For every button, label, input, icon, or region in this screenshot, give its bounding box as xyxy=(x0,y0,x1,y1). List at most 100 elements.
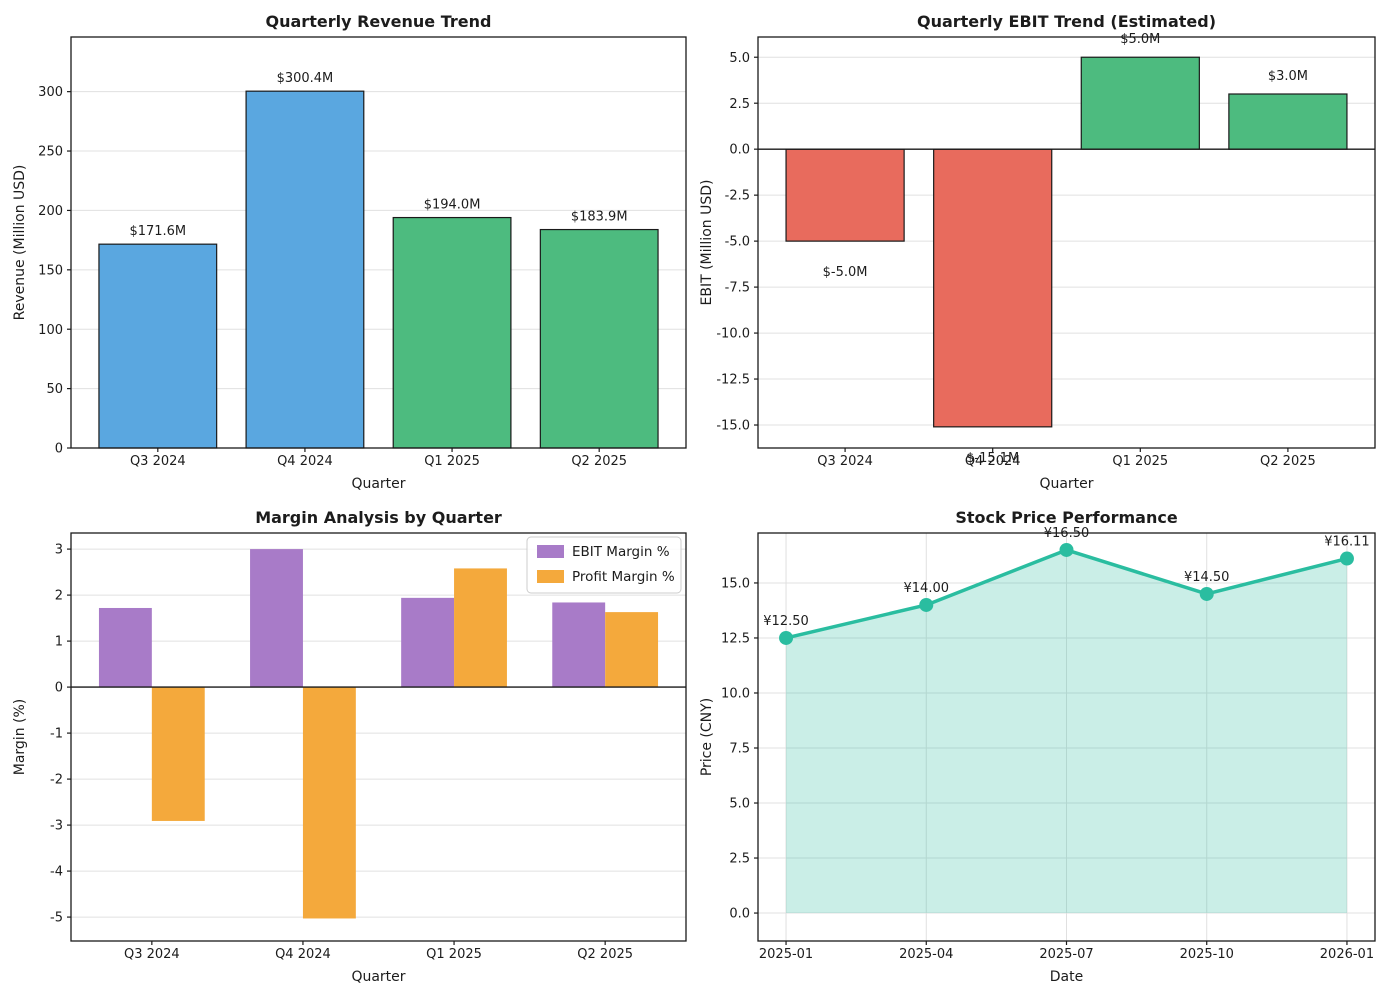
value-label: $-5.0M xyxy=(823,265,868,280)
bar-profit-margin xyxy=(605,612,659,688)
y-tick-label: -3 xyxy=(50,819,63,834)
x-tick-label: Q2 2025 xyxy=(577,947,633,962)
bar-ebit-margin xyxy=(250,549,303,688)
y-axis-label: Margin (%) xyxy=(12,699,28,776)
y-tick-label: 0.0 xyxy=(729,143,750,158)
data-point-marker xyxy=(779,630,794,645)
x-tick-label: 2025-01 xyxy=(759,947,813,962)
value-label: $-15.1M xyxy=(966,451,1019,466)
bar-ebit-margin xyxy=(401,597,455,688)
x-axis-label: Date xyxy=(1050,969,1083,985)
y-tick-label: 10.0 xyxy=(721,687,750,702)
value-label: ¥16.11 xyxy=(1324,535,1370,550)
chart-title: Margin Analysis by Quarter xyxy=(255,508,502,527)
x-tick-label: 2025-04 xyxy=(899,947,953,962)
chart-title: Stock Price Performance xyxy=(955,508,1178,527)
value-label: $3.0M xyxy=(1268,69,1308,84)
y-tick-label: 100 xyxy=(38,323,63,338)
y-axis-label: Price (CNY) xyxy=(699,698,715,776)
value-label: $171.6M xyxy=(129,224,186,239)
y-tick-label: -4 xyxy=(50,865,63,880)
y-tick-label: 2 xyxy=(55,589,63,604)
bar-profit-margin xyxy=(454,568,507,688)
y-tick-label: -5.0 xyxy=(725,235,750,250)
value-label: ¥16.50 xyxy=(1044,526,1090,541)
value-label: ¥12.50 xyxy=(763,614,809,629)
bar xyxy=(1080,56,1200,150)
y-tick-label: 0.0 xyxy=(729,907,750,922)
y-tick-label: 300 xyxy=(38,85,63,100)
x-tick-label: 2025-10 xyxy=(1180,947,1234,962)
bar xyxy=(933,148,1053,428)
y-tick-label: 15.0 xyxy=(721,577,750,592)
y-tick-label: -12.5 xyxy=(716,373,750,388)
legend-box xyxy=(526,536,682,594)
x-tick-label: Q2 2025 xyxy=(571,454,627,469)
bar-profit-margin xyxy=(302,687,356,919)
y-tick-label: -10.0 xyxy=(716,327,750,342)
y-axis-label: Revenue (Million USD) xyxy=(12,165,28,321)
value-label: ¥14.50 xyxy=(1184,570,1230,585)
x-axis-label: Quarter xyxy=(351,969,405,985)
axes-border xyxy=(757,36,1376,449)
chart-title: Quarterly EBIT Trend (Estimated) xyxy=(917,12,1216,31)
x-tick-label: Q3 2024 xyxy=(130,454,186,469)
y-tick-label: 200 xyxy=(38,204,63,219)
x-tick-label: Q1 2025 xyxy=(424,454,480,469)
y-axis-label: EBIT (Million USD) xyxy=(699,180,715,306)
bar xyxy=(539,228,659,449)
y-tick-label: -15.0 xyxy=(716,419,750,434)
y-tick-label: 0 xyxy=(55,442,63,457)
y-tick-label: 2.5 xyxy=(729,852,750,867)
bar xyxy=(392,216,512,449)
y-tick-label: 150 xyxy=(38,263,63,278)
value-label: $183.9M xyxy=(571,210,628,225)
data-point-marker xyxy=(1199,586,1214,601)
bar xyxy=(1228,93,1348,150)
bar xyxy=(98,243,218,449)
bar xyxy=(245,90,365,449)
legend-swatch xyxy=(537,545,564,558)
x-tick-label: Q4 2024 xyxy=(965,454,1021,469)
axes-border xyxy=(70,532,687,942)
data-point-marker xyxy=(1059,542,1074,557)
y-tick-label: -2 xyxy=(50,773,63,788)
y-tick-label: 5.0 xyxy=(729,51,750,66)
y-tick-label: 7.5 xyxy=(729,742,750,757)
area-fill xyxy=(786,549,1347,914)
x-tick-label: Q3 2024 xyxy=(124,947,180,962)
axes-border xyxy=(70,36,687,449)
legend-label: EBIT Margin % xyxy=(572,544,670,560)
y-tick-label: 2.5 xyxy=(729,97,750,112)
value-label: $5.0M xyxy=(1120,32,1160,47)
data-point-marker xyxy=(919,597,934,612)
x-tick-label: Q4 2024 xyxy=(275,947,331,962)
chart-title: Quarterly Revenue Trend xyxy=(266,12,492,31)
y-tick-label: 1 xyxy=(55,635,63,650)
x-axis-label: Quarter xyxy=(351,476,405,492)
x-tick-label: Q3 2024 xyxy=(817,454,873,469)
y-tick-label: 250 xyxy=(38,145,63,160)
x-tick-label: 2025-07 xyxy=(1039,947,1093,962)
x-tick-label: 2026-01 xyxy=(1320,947,1374,962)
y-tick-label: -7.5 xyxy=(725,281,750,296)
x-axis-label: Quarter xyxy=(1039,476,1093,492)
bar xyxy=(785,148,905,242)
y-tick-label: -5 xyxy=(50,911,63,926)
x-tick-label: Q4 2024 xyxy=(277,454,333,469)
y-tick-label: 5.0 xyxy=(729,797,750,812)
value-label: ¥14.00 xyxy=(904,581,950,596)
bar-profit-margin xyxy=(151,687,205,821)
x-tick-label: Q1 2025 xyxy=(1112,454,1168,469)
bar-ebit-margin xyxy=(552,602,606,688)
bar-ebit-margin xyxy=(98,607,152,688)
y-tick-label: 0 xyxy=(55,681,63,696)
y-tick-label: 12.5 xyxy=(721,632,750,647)
legend-swatch xyxy=(537,570,564,583)
x-tick-label: Q1 2025 xyxy=(426,947,482,962)
y-tick-label: 3 xyxy=(55,543,63,558)
value-label: $194.0M xyxy=(424,198,481,213)
x-tick-label: Q2 2025 xyxy=(1260,454,1316,469)
